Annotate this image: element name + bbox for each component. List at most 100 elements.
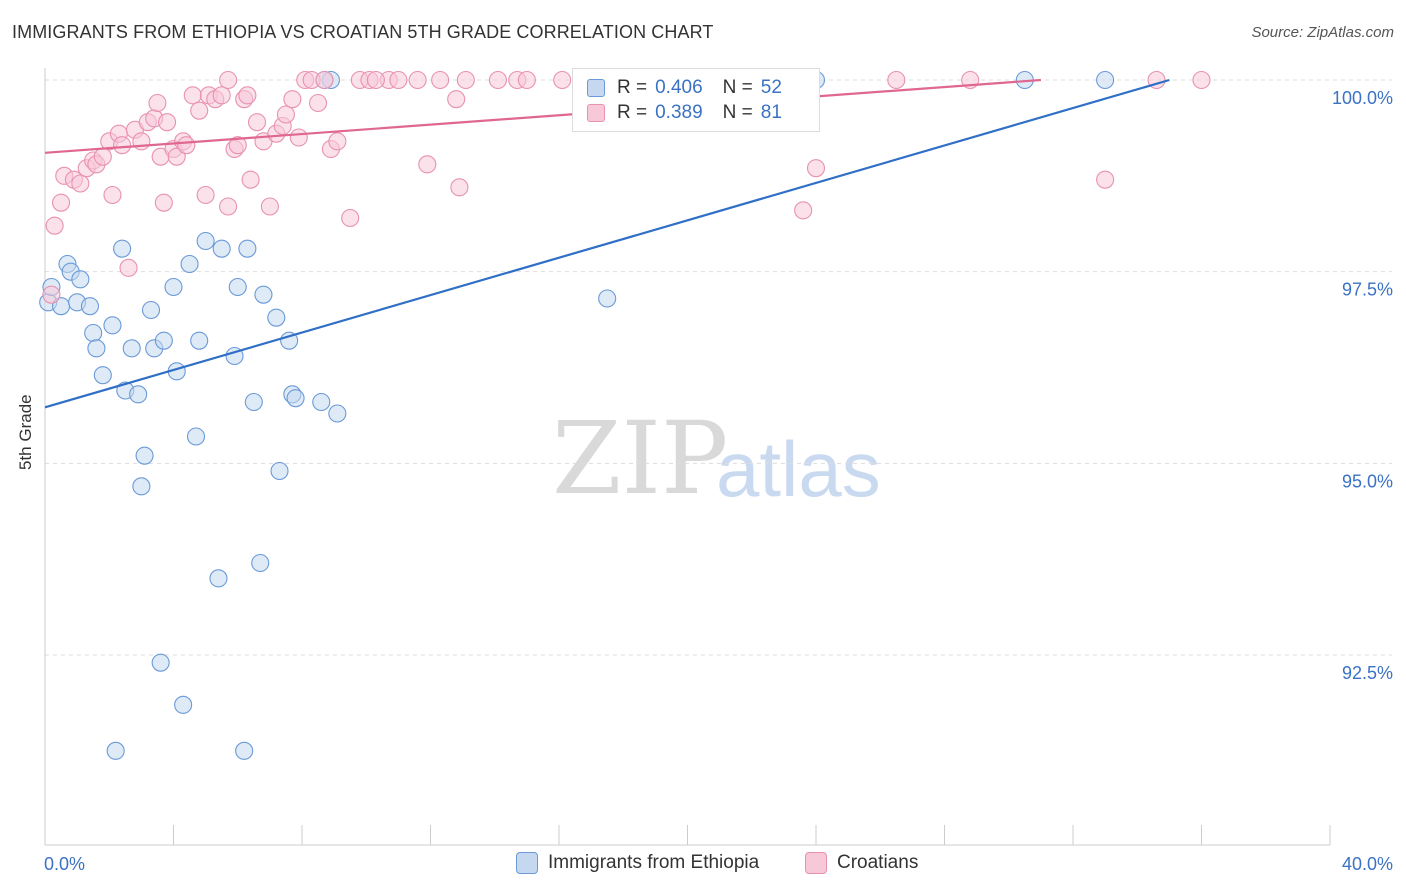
croatians-trend-line [44,78,1041,154]
croatians-point [219,70,238,90]
croatians-point [276,105,295,124]
ethiopia-point [180,254,199,274]
legend-row-croatians: R = 0.389 N = 81 [587,101,782,125]
x-tick-label: 0.0% [44,854,85,874]
legend-label-ethiopia: Immigrants from Ethiopia [548,852,760,873]
croatians-point [238,86,257,105]
ethiopia-point [93,366,112,385]
ethiopia-point [286,389,305,408]
croatians-point [177,136,196,155]
watermark-zip: ZIP [552,400,729,517]
ethiopia-point [598,289,617,308]
ethiopia-point [212,239,231,258]
ethiopia-point [209,569,228,588]
legend-label-croatians: Croatians [837,852,919,873]
ethiopia-point [129,385,148,404]
croatians-point [241,170,260,189]
ethiopia-point [235,741,254,760]
croatians-point [45,216,64,235]
ethiopia-point [328,404,347,423]
gridlines [45,79,1392,656]
legend-swatch-ethiopia [587,79,605,97]
croatians-point [341,208,360,228]
legend-row-ethiopia: R = 0.406 N = 52 [587,76,782,100]
croatians-point [212,86,231,105]
croatians-point [247,113,267,132]
series-ethiopia-points [39,70,1115,760]
ethiopia-point [164,277,183,297]
ethiopia-point [244,392,263,412]
legend-r-value: 0.389 [655,102,703,123]
croatians-point [42,285,61,304]
ethiopia-point [154,331,173,350]
ethiopia-point [228,277,247,297]
croatians-point [103,185,122,205]
croatians-point [289,128,308,147]
ethiopia-point [312,392,331,412]
ethiopia-point [186,427,206,446]
croatians-point [119,258,138,277]
ethiopia-point [132,477,151,496]
legend-item-croatians[interactable]: Croatians [805,852,918,874]
croatians-point [1192,70,1211,90]
axes [44,68,1331,846]
croatians-point [148,93,167,113]
croatians-point [154,193,173,212]
legend-n-label: N = [722,102,753,123]
croatians-point [887,70,906,90]
ethiopia-trend-line [44,78,1170,409]
croatians-point [488,70,508,90]
croatians-point [456,70,475,90]
ethiopia-point [71,270,90,289]
croatians-point [309,93,328,113]
croatians-point [553,70,572,90]
legend-n-value: 81 [760,102,782,123]
watermark-atlas: atlas [716,425,881,513]
croatians-point [806,159,826,178]
croatians-point [431,70,450,90]
croatians-point [93,147,112,166]
ethiopia-point [190,331,209,350]
croatians-point [71,174,90,193]
croatians-point [283,90,302,109]
trend-lines [44,78,1170,409]
y-tick-label: 97.5% [1342,280,1393,300]
series-legend: Immigrants from Ethiopia Croatians [0,852,1406,878]
ethiopia-point [238,239,257,258]
ethiopia-point [196,231,215,251]
croatians-point [366,70,385,90]
croatians-point [190,101,209,120]
croatians-point [1096,170,1115,189]
croatians-point [408,70,427,90]
x-tick-label: 40.0% [1342,854,1393,874]
ethiopia-point [174,695,193,714]
legend-n-value: 52 [760,77,782,98]
ethiopia-point [87,339,106,358]
croatians-point [228,136,247,155]
croatians-point [158,113,177,132]
croatians-point [260,197,279,216]
y-tick-label: 95.0% [1342,471,1393,491]
legend-item-ethiopia[interactable]: Immigrants from Ethiopia [516,852,759,874]
legend-n-label: N = [722,77,753,98]
y-axis-label: 5th Grade [16,394,35,470]
croatians-point [219,197,238,216]
legend-swatch-ethiopia [516,852,538,874]
ethiopia-point [84,323,103,343]
legend-swatch-croatians [805,852,827,874]
ethiopia-point [113,239,132,258]
ethiopia-point [106,741,125,760]
croatians-point [328,132,347,151]
croatians-point [52,193,71,212]
ethiopia-point [135,446,154,465]
y-tick-label: 100.0% [1332,88,1393,108]
ethiopia-point [270,461,289,481]
legend-r-label: R = [617,102,648,123]
legend-r-value: 0.406 [655,77,703,98]
croatians-point [389,70,408,90]
chart-title: IMMIGRANTS FROM ETHIOPIA VS CROATIAN 5TH… [12,22,714,42]
legend-swatch-croatians [587,104,605,122]
croatians-point [418,155,437,174]
y-tick-label: 92.5% [1342,663,1393,683]
